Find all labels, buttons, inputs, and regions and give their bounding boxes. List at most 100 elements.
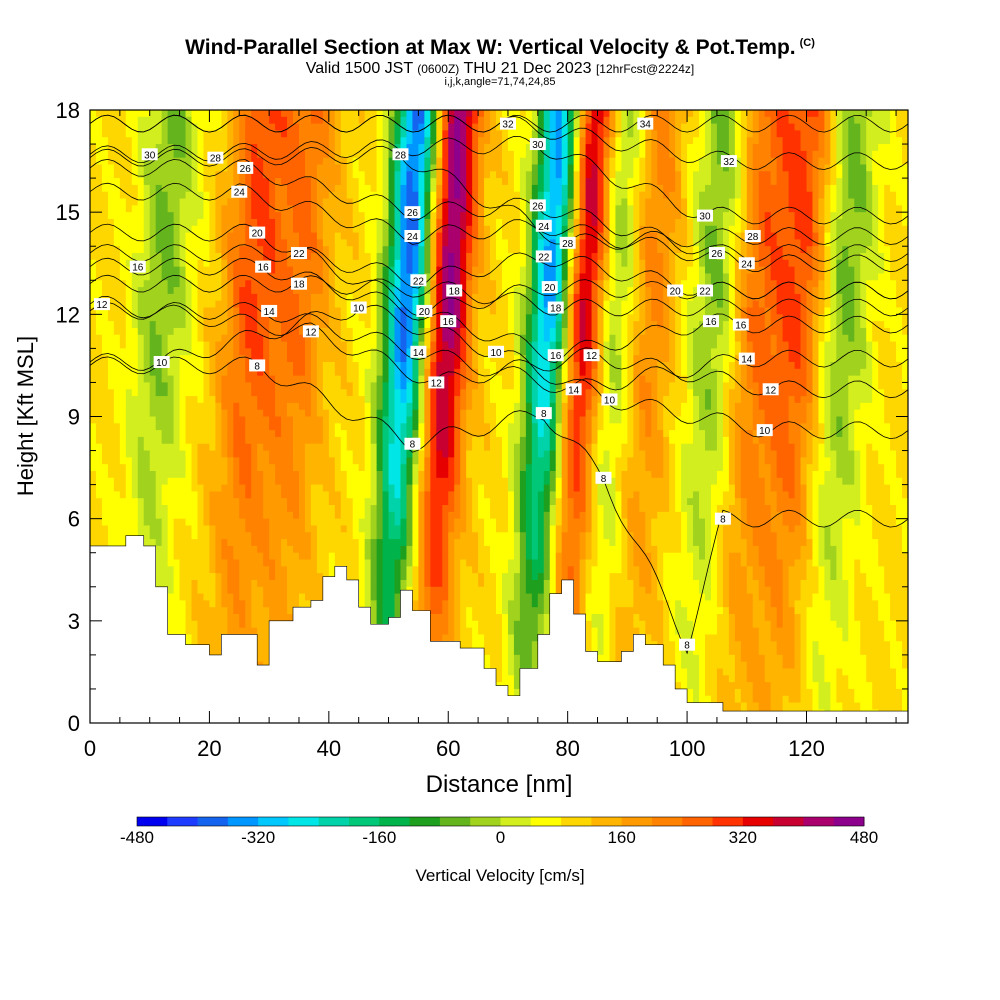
velocity-cell <box>251 334 258 343</box>
velocity-cell <box>424 273 431 281</box>
velocity-cell <box>836 300 843 309</box>
velocity-cell <box>657 327 664 336</box>
velocity-cell <box>740 144 748 152</box>
velocity-cell <box>818 293 826 302</box>
velocity-cell <box>131 178 139 186</box>
velocity-cell <box>639 110 646 118</box>
velocity-cell <box>227 205 234 213</box>
velocity-cell <box>699 218 706 227</box>
velocity-cell <box>675 212 682 220</box>
velocity-cell <box>400 144 408 152</box>
velocity-cell <box>388 212 396 220</box>
velocity-cell <box>591 150 599 159</box>
velocity-cell <box>310 205 318 213</box>
velocity-cell <box>269 198 276 206</box>
velocity-cell <box>890 157 897 166</box>
velocity-cell <box>866 178 873 186</box>
velocity-cell <box>430 246 437 254</box>
velocity-cell <box>113 293 121 302</box>
velocity-cell <box>866 225 873 234</box>
velocity-cell <box>143 327 151 336</box>
velocity-cell <box>579 348 587 356</box>
velocity-cell <box>818 259 826 268</box>
velocity-cell <box>352 232 360 241</box>
velocity-cell <box>304 348 312 356</box>
velocity-cell <box>448 150 455 159</box>
velocity-cell <box>328 253 336 261</box>
velocity-cell <box>155 273 163 281</box>
velocity-cell <box>370 232 378 241</box>
velocity-cell <box>896 327 903 336</box>
velocity-cell <box>507 150 515 159</box>
velocity-cell <box>866 293 873 302</box>
velocity-cell <box>370 191 378 200</box>
velocity-cell <box>197 246 205 254</box>
velocity-cell <box>842 266 849 275</box>
velocity-cell <box>651 212 658 220</box>
velocity-cell <box>287 157 294 166</box>
velocity-cell <box>561 287 569 295</box>
velocity-cell <box>263 293 270 302</box>
velocity-cell <box>716 218 724 227</box>
velocity-cell <box>788 116 796 125</box>
velocity-cell <box>131 116 139 125</box>
velocity-cell <box>872 232 879 241</box>
velocity-cell <box>149 321 157 329</box>
velocity-cell <box>788 327 796 336</box>
velocity-cell <box>734 205 742 213</box>
velocity-cell <box>501 110 509 118</box>
velocity-cell <box>567 218 575 227</box>
velocity-cell <box>507 307 515 315</box>
velocity-cell <box>627 198 634 206</box>
velocity-cell <box>245 232 252 241</box>
velocity-cell <box>257 198 264 206</box>
velocity-cell <box>358 280 366 288</box>
velocity-cell <box>179 259 187 268</box>
velocity-cell <box>842 164 849 172</box>
velocity-cell <box>340 327 348 336</box>
velocity-cell <box>137 246 145 254</box>
velocity-cell <box>173 225 181 234</box>
velocity-cell <box>281 280 288 288</box>
velocity-cell <box>788 198 796 206</box>
velocity-cell <box>537 178 545 186</box>
velocity-cell <box>681 178 688 186</box>
velocity-cell <box>728 178 736 186</box>
velocity-cell <box>615 144 622 152</box>
velocity-cell <box>454 259 461 268</box>
velocity-cell <box>531 225 539 234</box>
velocity-cell <box>693 293 700 302</box>
velocity-cell <box>125 130 133 138</box>
velocity-cell <box>370 164 378 172</box>
velocity-cell <box>812 205 820 213</box>
velocity-cell <box>549 314 557 322</box>
velocity-cell <box>197 110 205 118</box>
velocity-cell <box>824 144 831 152</box>
velocity-cell <box>376 225 384 234</box>
velocity-cell <box>621 232 628 241</box>
velocity-cell <box>119 287 127 295</box>
velocity-cell <box>101 205 109 213</box>
velocity-cell <box>878 116 885 125</box>
velocity-cell <box>896 341 903 349</box>
velocity-cell <box>191 178 199 186</box>
velocity-cell <box>860 232 867 241</box>
velocity-cell <box>346 123 354 132</box>
velocity-cell <box>806 130 814 138</box>
velocity-cell <box>101 253 109 261</box>
velocity-cell <box>454 300 461 309</box>
velocity-cell <box>770 280 778 288</box>
velocity-cell <box>430 191 437 200</box>
velocity-cell <box>490 314 497 322</box>
velocity-cell <box>663 218 670 227</box>
velocity-cell <box>382 293 390 302</box>
velocity-cell <box>818 184 826 193</box>
velocity-cell <box>310 246 318 254</box>
velocity-cell <box>788 123 796 132</box>
velocity-cell <box>304 321 312 329</box>
velocity-cell <box>322 137 330 145</box>
velocity-cell <box>585 273 593 281</box>
velocity-cell <box>830 157 837 166</box>
velocity-cell <box>543 314 551 322</box>
velocity-cell <box>699 198 706 206</box>
